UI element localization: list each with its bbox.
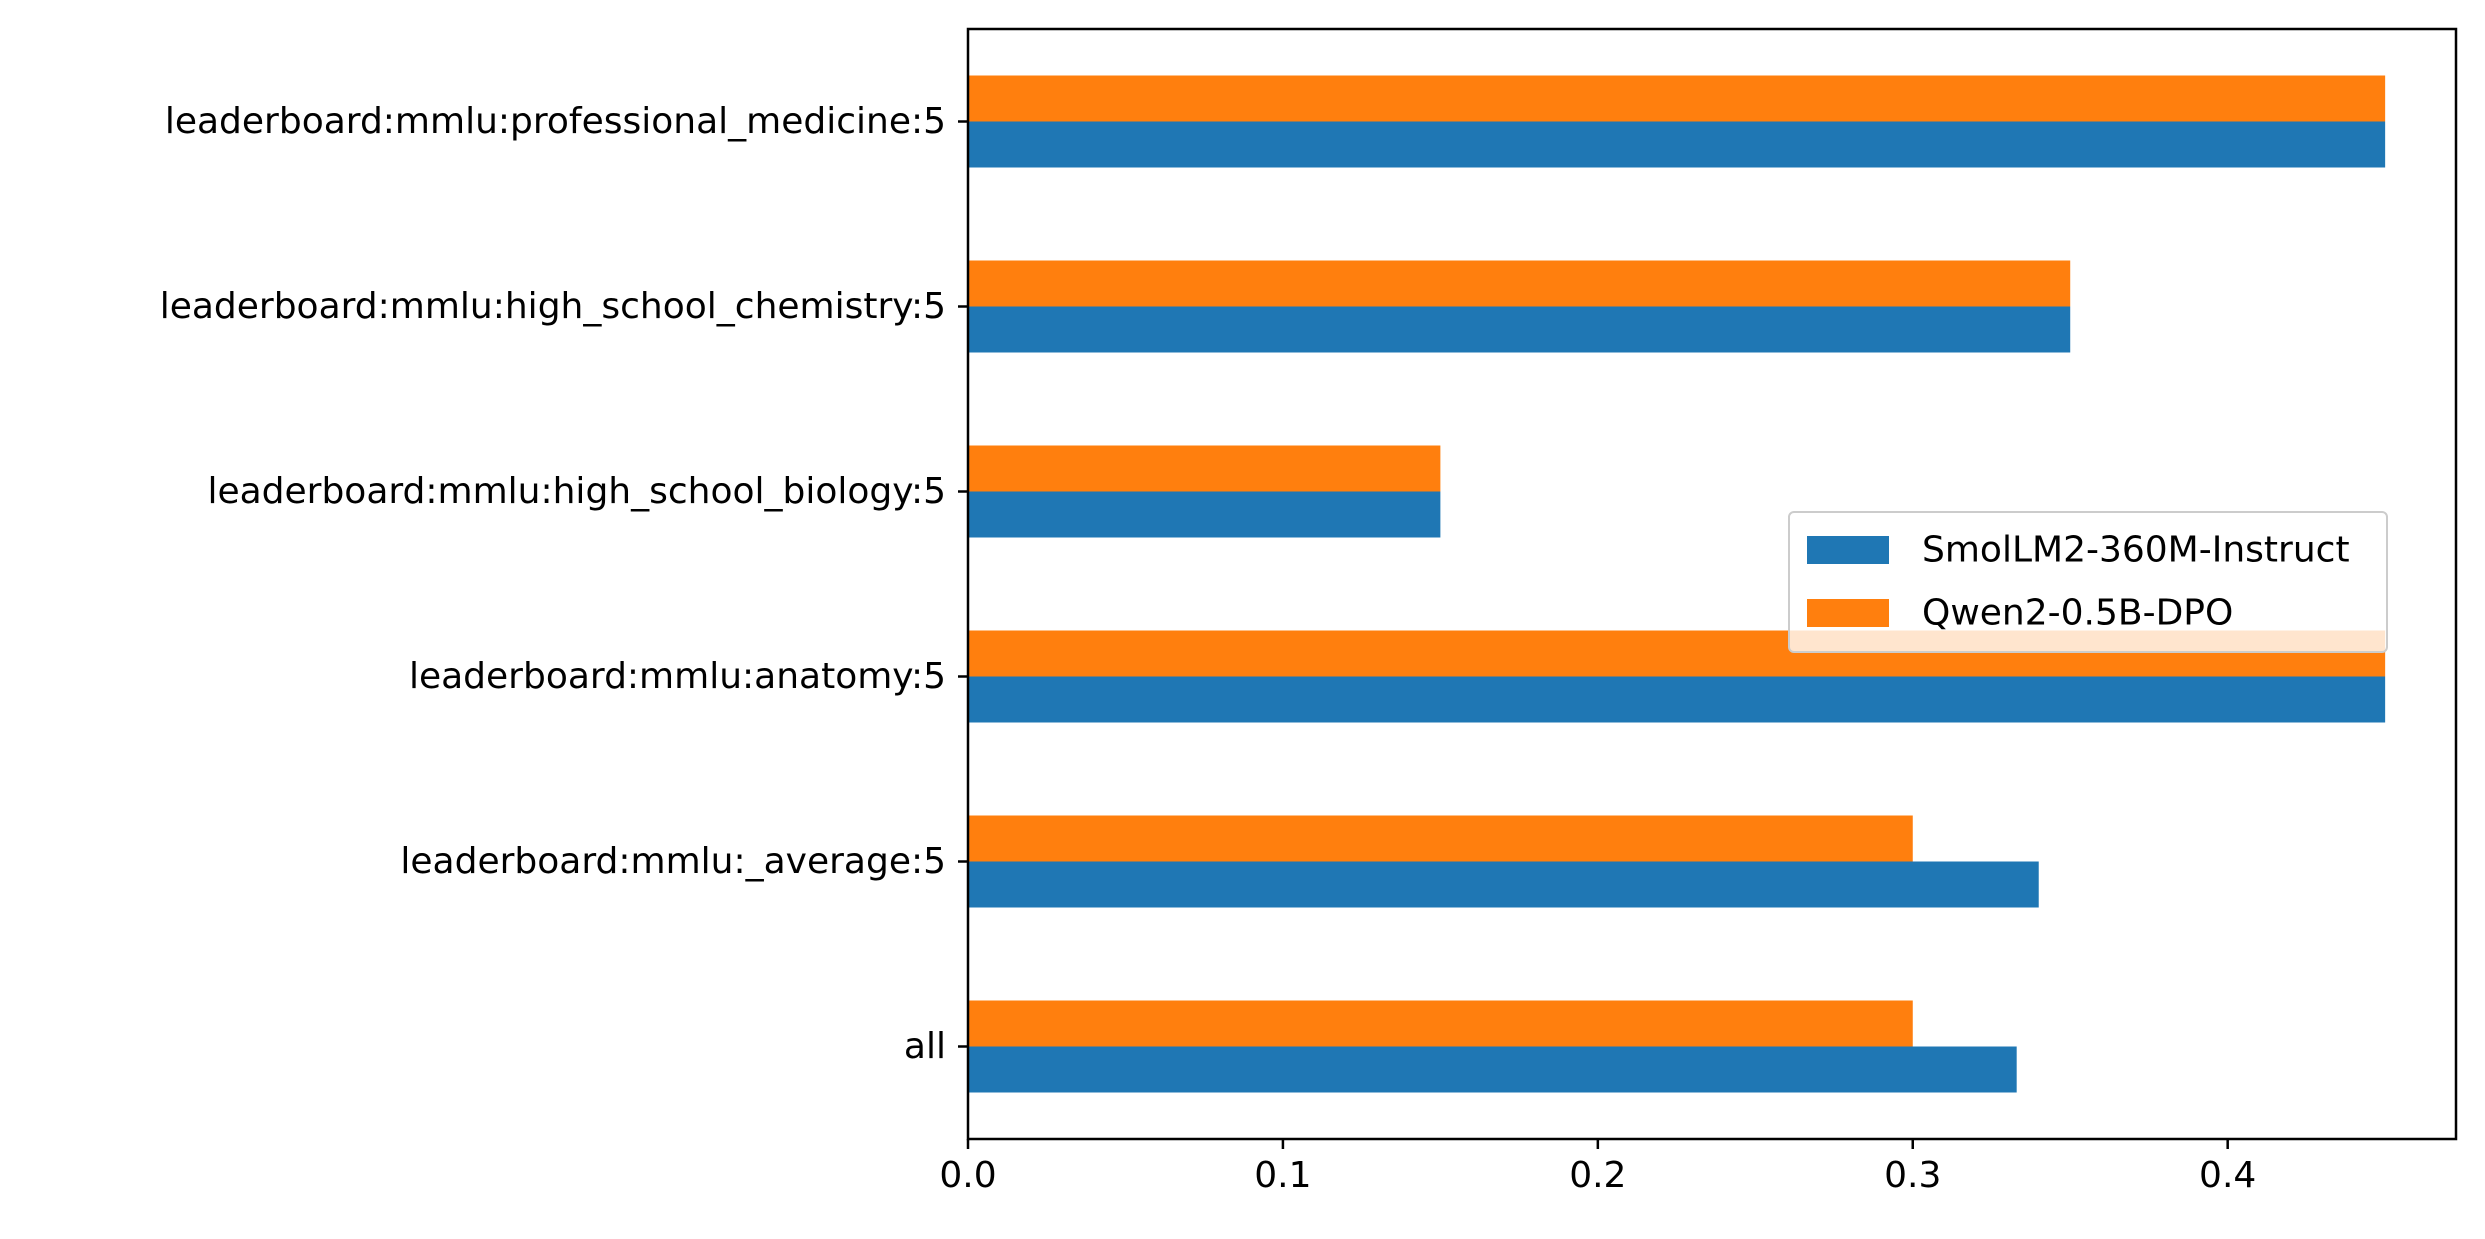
x-tick-label: 0.2 bbox=[1569, 1155, 1626, 1196]
y-tick-label: leaderboard:mmlu:high_school_chemistry:5 bbox=[160, 286, 946, 327]
bar-smollm2-360m-instruct-leaderboard-mmlu-high-school-biology-5 bbox=[968, 491, 1441, 538]
y-tick-label: leaderboard:mmlu:anatomy:5 bbox=[409, 656, 946, 697]
bar-smollm2-360m-instruct-leaderboard-mmlu-anatomy-5 bbox=[968, 676, 2386, 723]
bar-qwen2-0-5b-dpo-leaderboard-mmlu-high-school-chemistry-5 bbox=[968, 260, 2071, 307]
legend-label-qwen2: Qwen2-0.5B-DPO bbox=[1922, 593, 2233, 634]
bar-qwen2-0-5b-dpo-all bbox=[968, 1000, 1913, 1047]
legend-swatch-qwen2 bbox=[1807, 599, 1889, 627]
x-tick-label: 0.4 bbox=[2199, 1155, 2256, 1196]
legend-swatch-smollm2 bbox=[1807, 536, 1889, 564]
bar-qwen2-0-5b-dpo-leaderboard-mmlu-high-school-biology-5 bbox=[968, 445, 1441, 492]
x-tick-label: 0.0 bbox=[939, 1155, 996, 1196]
y-tick-label: leaderboard:mmlu:_average:5 bbox=[400, 841, 946, 882]
x-tick-label: 0.1 bbox=[1254, 1155, 1311, 1196]
bar-smollm2-360m-instruct-leaderboard-mmlu-average-5 bbox=[968, 861, 2039, 908]
bars-group bbox=[968, 75, 2386, 1093]
bar-smollm2-360m-instruct-leaderboard-mmlu-high-school-chemistry-5 bbox=[968, 306, 2071, 353]
x-axis-ticks: 0.0 0.1 0.2 0.3 0.4 bbox=[939, 1139, 2256, 1196]
bar-smollm2-360m-instruct-leaderboard-mmlu-professional-medicine-5 bbox=[968, 121, 2386, 168]
legend-box bbox=[1788, 511, 2388, 653]
legend-label-smollm2: SmolLM2-360M-Instruct bbox=[1922, 530, 2350, 571]
bar-qwen2-0-5b-dpo-leaderboard-mmlu-professional-medicine-5 bbox=[968, 75, 2386, 122]
y-tick-label: leaderboard:mmlu:professional_medicine:5 bbox=[165, 101, 946, 142]
y-tick-label: leaderboard:mmlu:high_school_biology:5 bbox=[207, 471, 946, 512]
bar-qwen2-0-5b-dpo-leaderboard-mmlu-average-5 bbox=[968, 815, 1913, 862]
y-tick-label: all bbox=[904, 1026, 946, 1067]
x-tick-label: 0.3 bbox=[1884, 1155, 1941, 1196]
legend: SmolLM2-360M-Instruct Qwen2-0.5B-DPO bbox=[1788, 511, 2388, 653]
bar-smollm2-360m-instruct-all bbox=[968, 1046, 2017, 1093]
y-axis-ticks: all leaderboard:mmlu:_average:5 leaderboar… bbox=[160, 101, 968, 1067]
plot-frame bbox=[966, 27, 2458, 1141]
